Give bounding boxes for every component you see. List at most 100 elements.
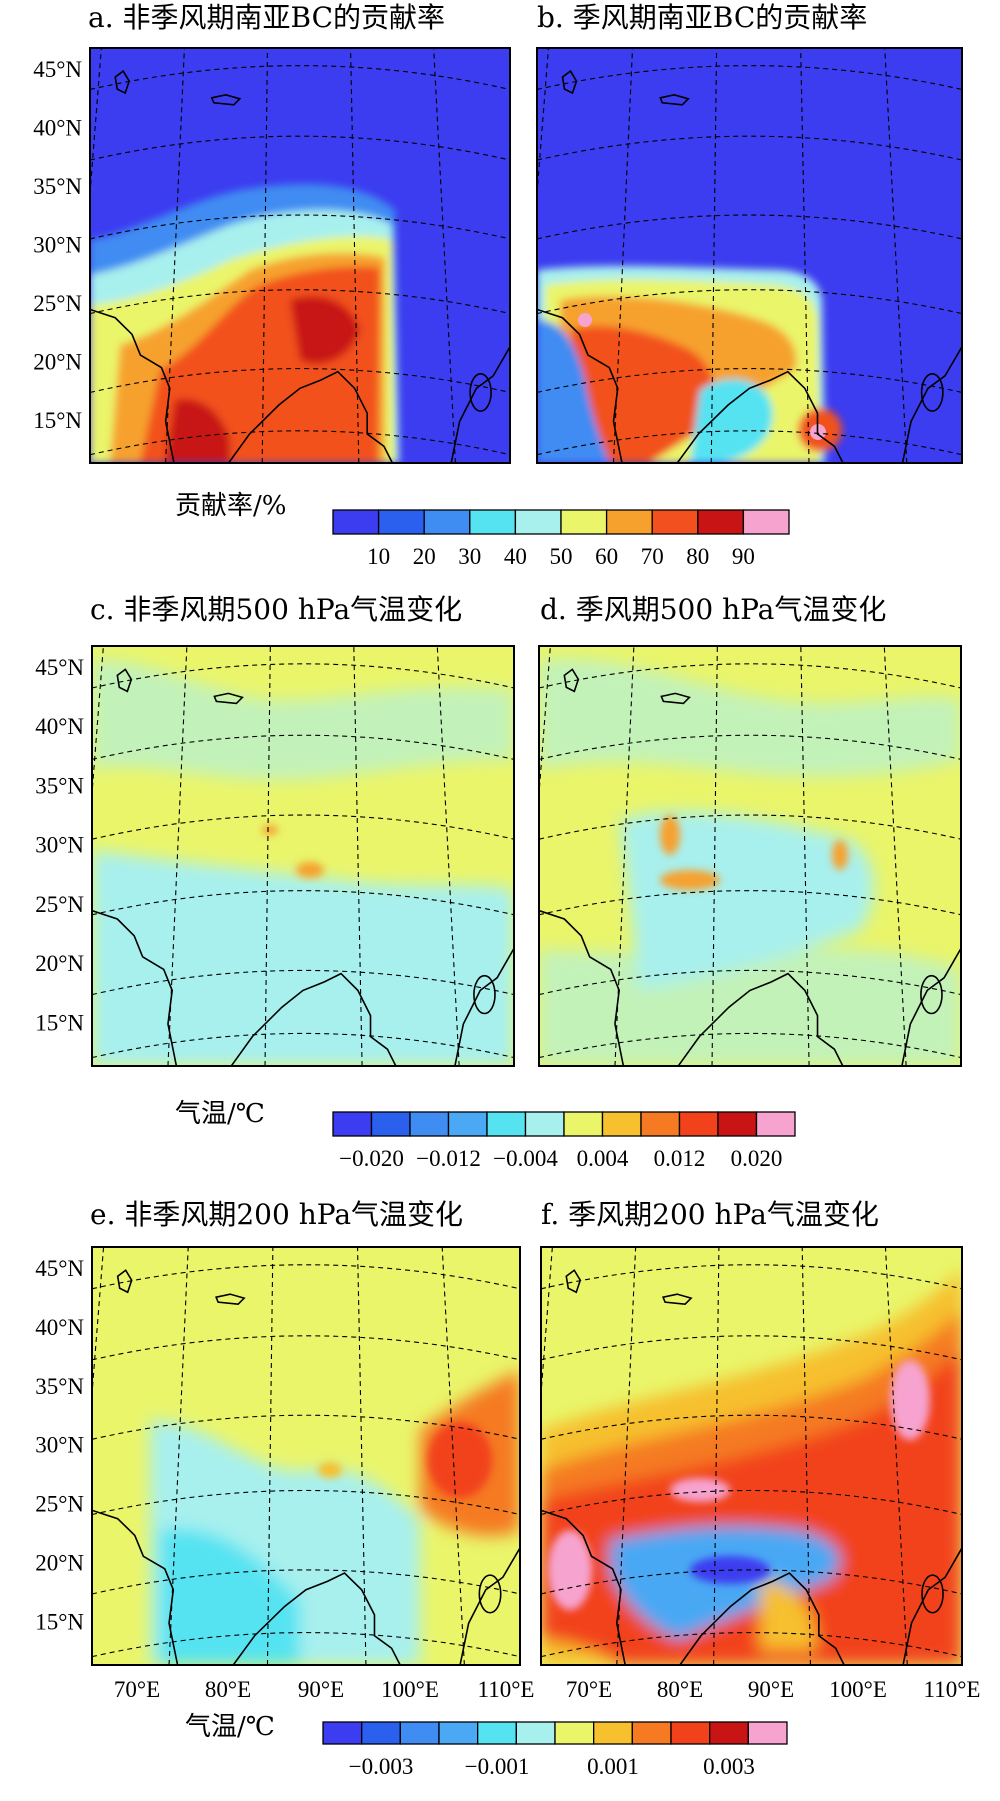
panel-d-title: d. 季风期500 hPa气温变化 [540,593,886,626]
coastline-indochina [450,346,510,463]
graticule-lon [350,48,360,463]
graticule-lat [90,430,510,456]
graticule-lat [539,890,961,916]
lon-label: 110°E [924,1677,981,1702]
graticule-lon [353,646,363,1066]
graticule-lat [92,1414,520,1440]
coastline-indochina [454,948,514,1066]
colorbar-swatch [631,1721,672,1745]
lat-label: 45°N [35,655,84,680]
colorbar-swatch [601,1111,642,1137]
coastline-west [537,308,623,463]
panel-a-map [90,48,510,463]
graticule-lat [541,1632,962,1658]
graticule-lat [92,890,514,916]
colorbar-tick: 0.001 [587,1754,639,1779]
colorbar-swatch [593,1721,633,1745]
graticule-lon [436,646,460,1066]
coastline-island [921,1574,944,1614]
graticule-lat [537,289,962,315]
colorbar-t200-title: 气温/℃ [185,1712,275,1742]
coastline-bengal [227,370,394,463]
lake-outline [116,1269,133,1294]
graticule-lon [441,1247,465,1665]
colorbar-tick: 0.004 [577,1146,629,1171]
graticule-lon [433,48,456,463]
coastline-island [469,372,492,412]
colorbar-tick: −0.004 [493,1146,558,1171]
graticule-lat [90,214,510,240]
coastline-west [92,1509,179,1665]
graticule-lat [90,368,510,393]
colorbar-swatch [742,509,790,535]
coastlines [90,69,962,1665]
graticule-lon [264,646,271,1066]
colorbar-swatch [423,509,471,535]
panel-d-map [539,646,961,1066]
graticule-lon [168,1247,189,1665]
lat-label: 20°N [33,349,82,374]
coastline-indochina [459,1547,520,1665]
coastline-west [539,909,625,1066]
lat-label: 25°N [33,291,82,316]
graticule-lon [884,48,908,463]
colorbar-swatch [563,1111,604,1137]
coastline-west [92,909,178,1066]
graticule-lat [539,663,961,689]
lat-label: 15°N [35,1010,84,1035]
coastline-island [473,974,496,1015]
lake-outline [114,69,131,95]
graticule-lat [539,814,961,840]
colorbar-bc: 10 20 30 40 50 60 70 80 90 [332,509,790,569]
lat-label: 35°N [35,1374,84,1399]
lat-label: 35°N [33,174,82,199]
colorbar-tick: 90 [732,544,755,569]
graticule-lon [884,1247,908,1665]
graticule-lat [537,430,962,456]
lat-label: 40°N [33,115,82,140]
panel-a-title: a. 非季风期南亚BC的贡献率 [88,1,445,34]
graticule-lat [90,135,510,161]
colorbar-swatch [370,1111,411,1137]
lat-label: 40°N [35,1315,84,1340]
colorbar-tick: 0.003 [703,1754,755,1779]
lake-outline [213,692,244,705]
graticule-lon [616,1247,637,1665]
lat-label: 25°N [35,892,84,917]
graticule-lat [92,1335,520,1361]
graticule-lon [539,646,551,801]
lon-label: 100°E [829,1677,887,1702]
graticule-lat [541,1569,962,1595]
panel-b-frame [536,47,963,464]
panel-b-map [537,48,962,463]
lake-outline [661,1293,693,1305]
graticule-lon [356,1247,367,1665]
lat-label: 40°N [35,714,84,739]
lat-label: 30°N [35,1433,84,1458]
coastline-west [541,1509,626,1665]
colorbar-swatch [332,509,380,535]
graticule-lat [92,734,514,760]
lon-label: 90°E [748,1677,794,1702]
colorbar-swatch [717,1111,758,1137]
colorbar-swatch [651,509,699,535]
lon-label: 80°E [657,1677,703,1702]
colorbar-swatch [515,1721,556,1745]
colorbar-swatch [755,1111,796,1137]
graticule-lon [710,48,718,463]
coastline-bengal [676,370,844,463]
coastline-island [920,974,943,1015]
lake-outline [561,69,578,95]
colorbar-swatch [640,1111,681,1137]
colorbar-swatch [399,1721,440,1745]
graticule-lat [90,65,510,91]
lake-outline [563,668,580,693]
graticule-lat [539,1032,961,1059]
colorbar-tick: 10 [367,544,390,569]
graticule-lon [800,48,810,463]
colorbar-tick: −0.001 [465,1754,530,1779]
colorbar-tick: −0.020 [339,1146,404,1171]
colorbar-swatch [554,1721,595,1745]
graticule-lat [537,135,962,161]
